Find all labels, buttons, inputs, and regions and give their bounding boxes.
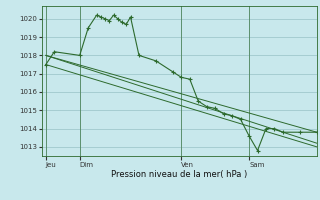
X-axis label: Pression niveau de la mer( hPa ): Pression niveau de la mer( hPa )	[111, 170, 247, 179]
